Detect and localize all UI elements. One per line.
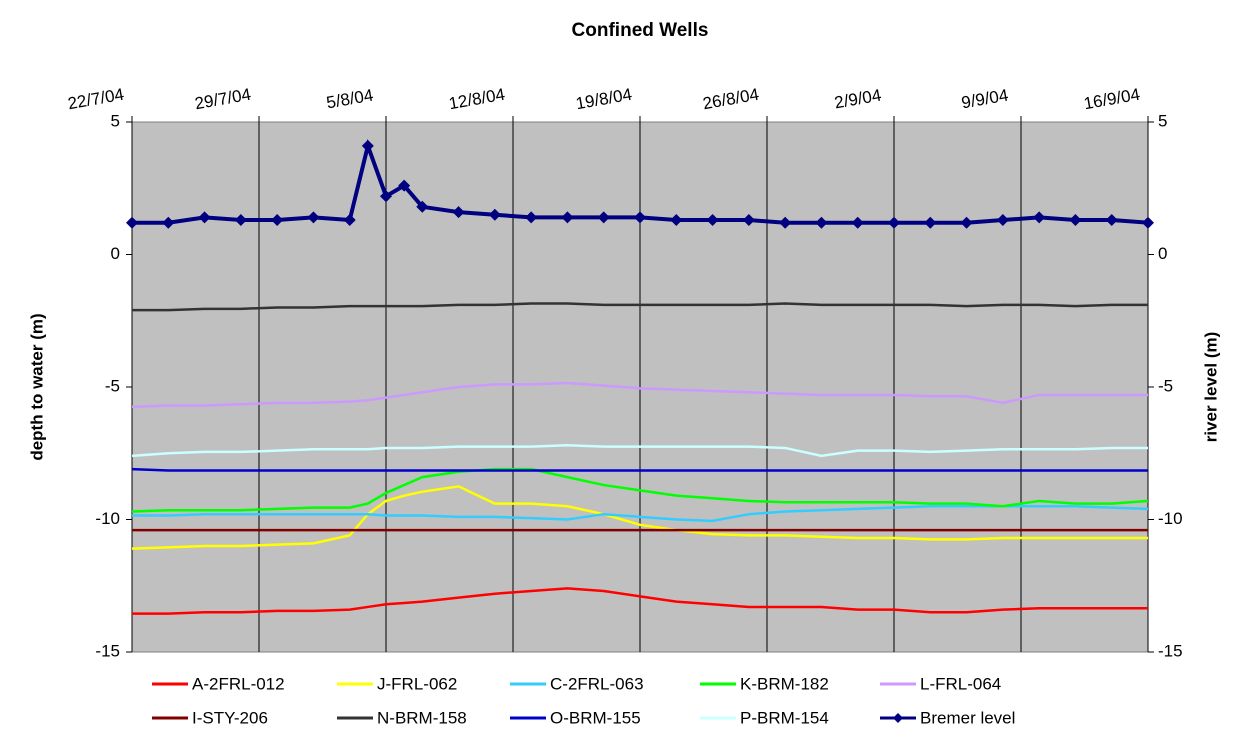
point: [779, 216, 792, 229]
legend-label: O-BRM-155: [550, 708, 641, 727]
y2-axis-label: river level (m): [1201, 332, 1220, 443]
point: [851, 216, 864, 229]
legend-marker: [893, 713, 903, 723]
point: [398, 179, 411, 192]
legend-label: L-FRL-064: [920, 674, 1001, 693]
legend-label: J-FRL-062: [377, 674, 457, 693]
y-tick-label: -15: [95, 641, 120, 660]
point: [1033, 211, 1046, 224]
point: [416, 200, 429, 213]
series-line: [131, 467, 1149, 513]
series-line: [132, 587, 1148, 615]
legend-label: Bremer level: [920, 708, 1015, 727]
legend-label: N-BRM-158: [377, 708, 467, 727]
point: [634, 211, 646, 224]
point: [670, 214, 683, 227]
point: [343, 214, 356, 227]
point: [307, 211, 320, 224]
point: [706, 214, 719, 227]
point: [1069, 214, 1082, 227]
y2-tick-label: -5: [1158, 376, 1173, 395]
point: [960, 216, 973, 229]
series-line: [131, 381, 1148, 409]
point: [452, 206, 465, 219]
x-tick-label: 19/8/04: [574, 85, 633, 114]
y-tick-label: -10: [95, 509, 120, 528]
x-tick-label: 29/7/04: [193, 85, 252, 114]
y-tick-label: -5: [105, 376, 120, 395]
y-tick-label: 5: [111, 111, 120, 130]
point: [525, 211, 538, 224]
point: [888, 216, 900, 229]
point: [162, 216, 175, 229]
series-line: [132, 302, 1148, 312]
series-line: [131, 467, 1148, 472]
y-axis-label: depth to water (m): [27, 313, 46, 460]
legend-label: A-2FRL-012: [192, 674, 285, 693]
x-tick-label: 9/9/04: [960, 86, 1010, 113]
chart-title: Confined Wells: [572, 20, 709, 41]
x-tick-label: 22/7/04: [66, 85, 125, 114]
legend-label: K-BRM-182: [740, 674, 829, 693]
x-tick-label: 12/8/04: [447, 85, 506, 114]
y2-tick-label: -15: [1158, 641, 1183, 660]
y2-tick-label: 5: [1158, 111, 1167, 130]
legend-label: I-STY-206: [192, 708, 268, 727]
point: [1142, 216, 1154, 229]
series-line: [131, 444, 1148, 458]
point: [924, 216, 937, 229]
point: [561, 211, 574, 224]
legend-label: C-2FRL-063: [550, 674, 644, 693]
legend-label: P-BRM-154: [740, 708, 829, 727]
point: [234, 214, 247, 227]
x-tick-label: 26/8/04: [701, 85, 760, 114]
x-tick-label: 2/9/04: [833, 86, 883, 113]
point: [488, 208, 501, 221]
point: [597, 211, 610, 224]
y2-tick-label: -10: [1158, 509, 1183, 528]
point: [271, 214, 284, 227]
x-tick-label: 5/8/04: [325, 86, 375, 113]
point: [380, 190, 392, 203]
point: [126, 216, 138, 229]
x-tick-label: 16/9/04: [1082, 85, 1141, 114]
y2-tick-label: 0: [1158, 244, 1167, 263]
y-tick-label: 0: [111, 244, 120, 263]
series-line: [132, 505, 1149, 523]
point: [198, 211, 211, 224]
point: [815, 216, 828, 229]
point: [361, 139, 374, 152]
point: [996, 214, 1009, 227]
point: [1105, 214, 1118, 227]
point: [742, 214, 755, 227]
